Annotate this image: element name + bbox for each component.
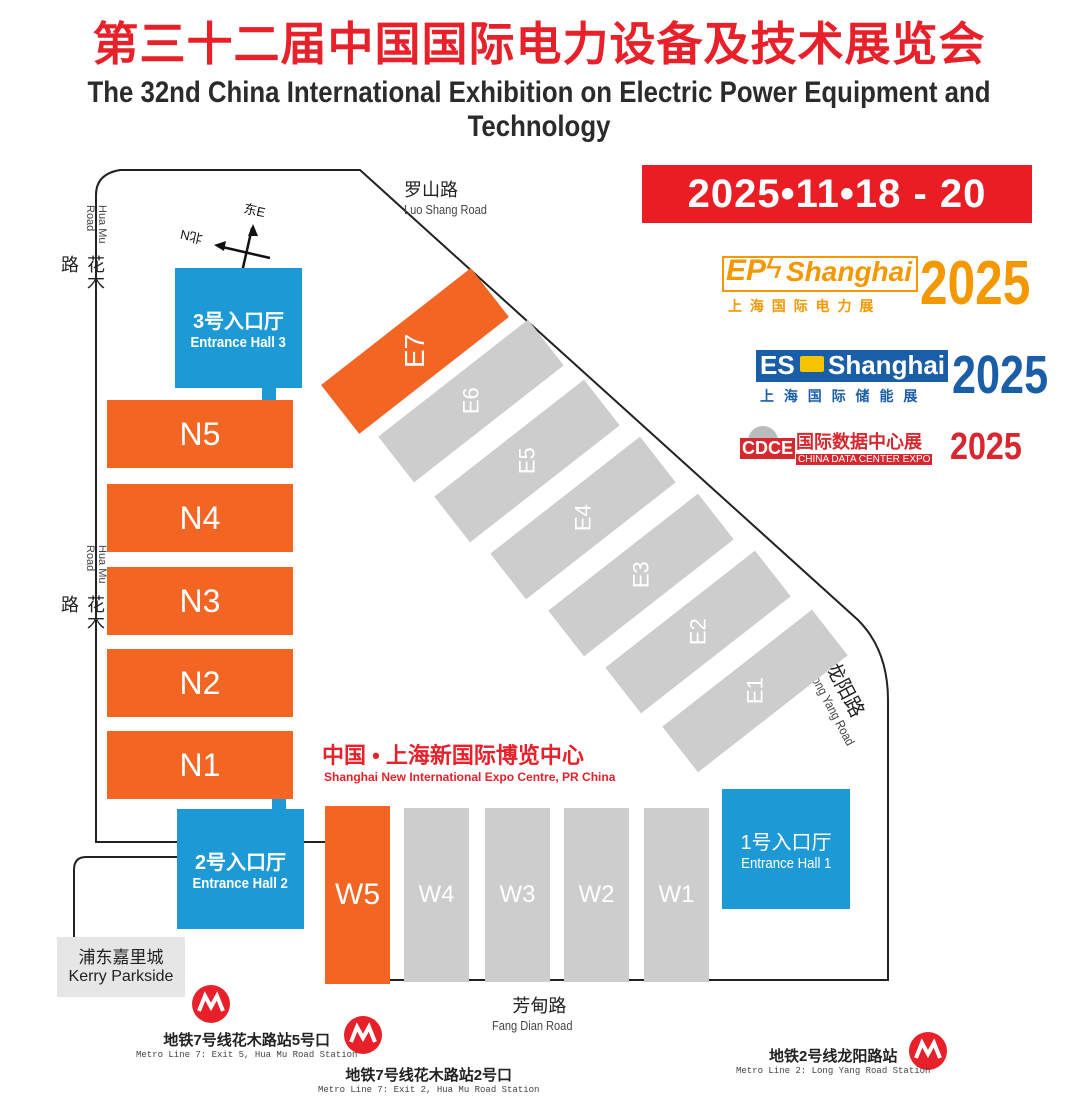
road-huamu-mid: 花木路 Hua Mu Road xyxy=(56,545,108,635)
cdce-en: CHINA DATA CENTER EXPO xyxy=(796,454,933,465)
kerry-parkside-en: Kerry Parkside xyxy=(68,968,174,985)
entrance-hall-2[interactable]: 2号入口厅 Entrance Hall 2 xyxy=(177,809,304,929)
metro-line7-exit2-en: Metro Line 7: Exit 2, Hua Mu Road Statio… xyxy=(318,1085,540,1095)
road-huamu-top-cn: 花木路 xyxy=(59,255,105,292)
metro-line7-exit5-en: Metro Line 7: Exit 5, Hua Mu Road Statio… xyxy=(136,1050,358,1060)
connector-hall2 xyxy=(272,799,286,809)
road-fangdian: 芳甸路 Fang Dian Road xyxy=(492,992,587,1033)
hall-n5[interactable]: N5 xyxy=(107,400,293,468)
date-banner: 2025•11•18 - 20 xyxy=(642,165,1032,223)
road-huamu-top: 花木路 Hua Mu Road xyxy=(56,205,108,295)
road-huamu-top-en: Hua Mu Road xyxy=(84,205,108,244)
hall-e2-label: E2 xyxy=(684,618,710,646)
hall-n5-label: N5 xyxy=(179,415,221,452)
es-cn: 上 海 国 际 储 能 展 xyxy=(760,388,921,404)
ep-brand: EP xyxy=(726,254,767,287)
es-brand: ES xyxy=(760,350,795,380)
road-huamu-mid-cn: 花木路 xyxy=(59,595,105,632)
connector-hall3 xyxy=(262,388,276,400)
hall-n2[interactable]: N2 xyxy=(107,649,293,717)
metro-line7-exit2-icon xyxy=(344,1016,382,1054)
entrance-hall-1-cn: 1号入口厅 xyxy=(740,832,832,854)
kerry-parkside: 浦东嘉里城 Kerry Parkside xyxy=(57,937,185,997)
metro-line7-exit5-cn: 地铁7号线花木路站5号口 xyxy=(163,1032,331,1049)
es-city: Shanghai xyxy=(828,350,946,380)
es-shanghai-logo: ES Shanghai 上 海 国 际 储 能 展 2025 xyxy=(756,344,1048,406)
title-english: The 32nd China International Exhibition … xyxy=(87,76,991,143)
metro-line7-exit5-icon xyxy=(192,985,230,1023)
road-luoshan-cn: 罗山路 xyxy=(404,180,458,200)
venue-name-en: Shanghai New International Expo Centre, … xyxy=(324,770,616,784)
metro-line2-en: Metro Line 2: Long Yang Road Station xyxy=(736,1066,931,1076)
hall-e4-label: E4 xyxy=(569,504,595,532)
entrance-hall-3[interactable]: 3号入口厅 Entrance Hall 3 xyxy=(175,268,302,388)
metro-line7-exit2: 地铁7号线花木路站2号口 Metro Line 7: Exit 2, Hua M… xyxy=(318,1064,539,1095)
hall-n4[interactable]: N4 xyxy=(107,484,293,552)
entrance-hall-2-en: Entrance Hall 2 xyxy=(192,875,289,892)
hall-w3-label: W3 xyxy=(499,881,536,908)
hall-w2[interactable]: W2 xyxy=(564,808,629,982)
hall-e7-label: E7 xyxy=(399,333,430,369)
title-chinese: 第三十二届中国国际电力设备及技术展览会 xyxy=(92,17,986,71)
es-year: 2025 xyxy=(952,345,1049,405)
ep-shanghai-logo: EP ϟ Shanghai 上 海 国 际 电 力 展 2025 xyxy=(722,249,1037,322)
road-luoshan-en: Luo Shang Road xyxy=(404,202,487,217)
kerry-parkside-cn: 浦东嘉里城 xyxy=(78,948,164,967)
hall-n1-label: N1 xyxy=(179,746,221,783)
road-fangdian-cn: 芳甸路 xyxy=(512,996,567,1016)
hall-w1[interactable]: W1 xyxy=(644,808,709,982)
ep-cn: 上 海 国 际 电 力 展 xyxy=(728,298,876,314)
metro-line2-cn: 地铁2号线龙阳路站 xyxy=(769,1048,898,1065)
hall-w1-label: W1 xyxy=(658,881,695,908)
compass-icon xyxy=(214,224,271,273)
hall-n4-label: N4 xyxy=(179,499,221,536)
hall-e6-label: E6 xyxy=(457,387,483,415)
ep-year: 2025 xyxy=(920,249,1031,318)
entrance-hall-1-en: Entrance Hall 1 xyxy=(740,855,832,872)
entrance-hall-3-en: Entrance Hall 3 xyxy=(190,334,287,351)
lightning-icon: ϟ xyxy=(766,252,782,285)
cdce-year: 2025 xyxy=(950,426,1022,468)
ep-city: Shanghai xyxy=(786,256,913,287)
hall-n2-label: N2 xyxy=(179,664,221,701)
hall-e3-label: E3 xyxy=(627,561,653,589)
cdce-logo: CDCE 国际数据中心展 CHINA DATA CENTER EXPO 2025 xyxy=(740,426,1036,474)
metro-line2: 地铁2号线龙阳路站 Metro Line 2: Long Yang Road S… xyxy=(736,1045,930,1076)
battery-icon xyxy=(800,356,824,372)
road-luoshan: 罗山路 Luo Shang Road xyxy=(404,176,502,217)
hall-n3-label: N3 xyxy=(179,582,221,619)
hall-w4[interactable]: W4 xyxy=(404,808,469,982)
hall-w3[interactable]: W3 xyxy=(485,808,550,982)
entrance-hall-1[interactable]: 1号入口厅 Entrance Hall 1 xyxy=(722,789,850,909)
entrance-hall-2-cn: 2号入口厅 xyxy=(194,852,287,874)
hall-n3[interactable]: N3 xyxy=(107,567,293,635)
road-huamu-mid-en: Hua Mu Road xyxy=(84,545,108,584)
metro-line7-exit5: 地铁7号线花木路站5号口 Metro Line 7: Exit 5, Hua M… xyxy=(136,1029,357,1060)
hall-e1-label: E1 xyxy=(741,677,767,705)
metro-line7-exit2-cn: 地铁7号线花木路站2号口 xyxy=(345,1067,513,1084)
hall-n1[interactable]: N1 xyxy=(107,731,293,799)
hall-e5-label: E5 xyxy=(513,447,539,475)
road-fangdian-en: Fang Dian Road xyxy=(492,1018,573,1033)
hall-w5[interactable]: W5 xyxy=(325,806,390,984)
hall-w5-label: W5 xyxy=(335,878,380,911)
cdce-cn: 国际数据中心展 xyxy=(796,432,922,452)
venue-name-cn: 中国 • 上海新国际博览中心 xyxy=(322,743,584,768)
hall-w2-label: W2 xyxy=(578,881,615,908)
metro-line2-icon xyxy=(909,1032,947,1070)
cdce-brand: CDCE xyxy=(740,438,796,459)
entrance-hall-3-cn: 3号入口厅 xyxy=(192,311,285,333)
hall-w4-label: W4 xyxy=(418,881,455,908)
